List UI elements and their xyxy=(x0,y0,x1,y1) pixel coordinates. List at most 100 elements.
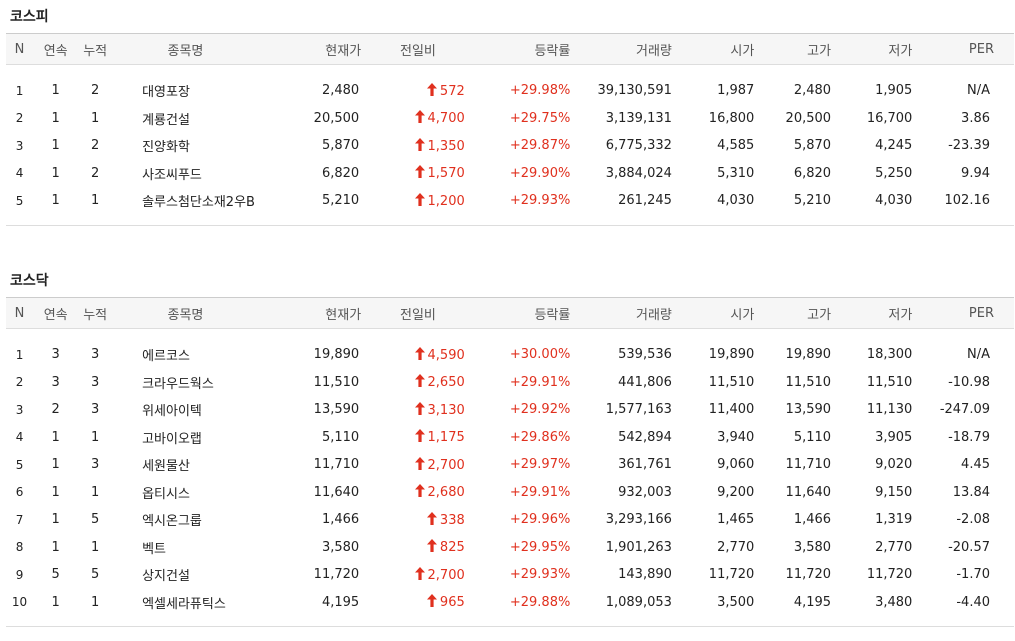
table-row[interactable]: 1 1 2 대영포장 2,480 572 +29.98% 39,130,591 1,987 2,4… xyxy=(6,77,1014,105)
col-open-header[interactable]: 시가 xyxy=(671,33,755,65)
change-value: 2,680 xyxy=(427,485,465,501)
col-n-header: N xyxy=(6,297,34,329)
streak-cell: 3 xyxy=(51,374,60,390)
col-rate-header[interactable]: 등락률 xyxy=(468,297,571,329)
col-high-header[interactable]: 고가 xyxy=(754,33,832,65)
col-volume-header[interactable]: 거래량 xyxy=(570,33,672,65)
change-cell: 2,680 xyxy=(367,479,469,507)
rank-cell: 4 xyxy=(15,430,24,445)
rate-cell: +29.86% xyxy=(509,429,571,445)
change-value: 1,200 xyxy=(427,193,465,209)
table-row[interactable]: 7 1 5 엑시온그룹 1,466 338 +29.96% 3,293,166 1,465 1,4… xyxy=(6,506,1014,534)
table-row[interactable]: 1 3 3 에르코스 19,890 4,590 +30.00% 539,536 19,890 19… xyxy=(6,341,1014,369)
stock-name-link[interactable]: 엑셀세라퓨틱스 xyxy=(142,596,226,612)
open-cell: 9,060 xyxy=(717,457,755,473)
col-open-header[interactable]: 시가 xyxy=(671,297,755,329)
col-name-header[interactable]: 종목명 xyxy=(112,297,259,329)
stock-name-link[interactable]: 위세아이텍 xyxy=(142,404,202,420)
price-cell: 3,580 xyxy=(321,539,360,555)
col-rate-header[interactable]: 등락률 xyxy=(468,33,571,65)
table-row[interactable]: 4 1 2 사조씨푸드 6,820 1,570 +29.90% 3,884,024 5,310 6… xyxy=(6,160,1014,188)
stock-name-link[interactable]: 고바이오랩 xyxy=(142,431,202,447)
total-cell: 3 xyxy=(91,347,100,363)
table-row[interactable]: 8 1 1 벡트 3,580 825 +29.95% 1,901,263 2,770 3,580 2… xyxy=(6,534,1014,562)
open-cell: 4,585 xyxy=(717,138,755,154)
table-spacer xyxy=(6,65,1014,78)
table-row[interactable]: 3 1 2 진양화학 5,870 1,350 +29.87% 6,775,332 4,585 5,… xyxy=(6,132,1014,160)
rank-cell: 3 xyxy=(15,138,24,153)
table-row[interactable]: 9 5 5 상지건설 11,720 2,700 +29.93% 143,890 11,720 11… xyxy=(6,561,1014,589)
table-row[interactable]: 2 1 1 계룡건설 20,500 4,700 +29.75% 3,139,131 16,800… xyxy=(6,105,1014,133)
up-arrow-icon xyxy=(414,484,425,498)
col-low-header[interactable]: 저가 xyxy=(831,297,913,329)
price-cell: 5,870 xyxy=(321,138,360,154)
stock-name-link[interactable]: 진양화학 xyxy=(142,140,190,156)
high-cell: 11,710 xyxy=(785,457,832,473)
price-cell: 4,195 xyxy=(321,594,360,610)
rank-cell: 8 xyxy=(15,540,24,555)
low-cell: 2,770 xyxy=(875,539,913,555)
open-cell: 11,720 xyxy=(708,567,755,583)
col-price-header[interactable]: 현재가 xyxy=(258,297,368,329)
table-row[interactable]: 6 1 1 옵티시스 11,640 2,680 +29.91% 932,003 9,200 11,… xyxy=(6,479,1014,507)
stock-name-link[interactable]: 크라우드웍스 xyxy=(142,376,214,392)
col-name-header[interactable]: 종목명 xyxy=(112,33,259,65)
col-streak-header: 연속 xyxy=(33,297,79,329)
per-cell: -10.98 xyxy=(948,374,990,390)
table-row[interactable]: 5 1 1 솔루스첨단소재2우B 5,210 1,200 +29.93% 261,245 4,0… xyxy=(6,187,1014,215)
rate-cell: +29.87% xyxy=(509,138,571,154)
col-change-header[interactable]: 전일비 xyxy=(367,297,469,329)
open-cell: 5,310 xyxy=(717,165,755,181)
change-value: 4,700 xyxy=(427,111,465,127)
rank-cell: 3 xyxy=(15,402,24,417)
kospi-table-body: 1 1 2 대영포장 2,480 572 +29.98% 39,130,591 1,987 2,4… xyxy=(6,65,1014,226)
total-cell: 1 xyxy=(91,539,100,555)
table-row[interactable]: 5 1 3 세원물산 11,710 2,700 +29.97% 361,761 9,060 11,… xyxy=(6,451,1014,479)
col-streak-header: 연속 xyxy=(33,33,79,65)
col-per-header[interactable]: PER xyxy=(912,297,1014,329)
stock-name-link[interactable]: 옵티시스 xyxy=(142,486,190,502)
per-cell: 9.94 xyxy=(961,165,990,181)
low-cell: 4,245 xyxy=(875,138,913,154)
stock-name-link[interactable]: 세원물산 xyxy=(142,459,190,475)
col-per-header[interactable]: PER xyxy=(912,33,1014,65)
change-cell: 4,700 xyxy=(367,105,469,133)
table-row[interactable]: 4 1 1 고바이오랩 5,110 1,175 +29.86% 542,894 3,940 5,1… xyxy=(6,424,1014,452)
col-high-header[interactable]: 고가 xyxy=(754,297,832,329)
streak-cell: 5 xyxy=(51,567,60,583)
table-row[interactable]: 10 1 1 엑셀세라퓨틱스 4,195 965 +29.88% 1,089,053 3,500… xyxy=(6,589,1014,617)
change-cell: 2,700 xyxy=(367,561,469,589)
stock-name-link[interactable]: 계룡건설 xyxy=(142,112,190,128)
low-cell: 5,250 xyxy=(875,165,913,181)
volume-cell: 39,130,591 xyxy=(597,83,672,99)
price-cell: 5,110 xyxy=(321,429,360,445)
table-row[interactable]: 3 2 3 위세아이텍 13,590 3,130 +29.92% 1,577,163 11,40… xyxy=(6,396,1014,424)
stock-name-link[interactable]: 에르코스 xyxy=(142,349,190,365)
rank-cell: 1 xyxy=(15,347,24,362)
table-row[interactable]: 2 3 3 크라우드웍스 11,510 2,650 +29.91% 441,806 11,510… xyxy=(6,369,1014,397)
col-price-header[interactable]: 현재가 xyxy=(258,33,368,65)
stock-name-link[interactable]: 벡트 xyxy=(142,541,166,557)
low-cell: 11,720 xyxy=(866,567,913,583)
high-cell: 3,580 xyxy=(793,539,832,555)
col-total-header: 누적 xyxy=(78,33,113,65)
col-volume-header[interactable]: 거래량 xyxy=(570,297,672,329)
streak-cell: 1 xyxy=(51,484,60,500)
high-cell: 4,195 xyxy=(793,594,832,610)
open-cell: 16,800 xyxy=(708,110,755,126)
price-cell: 11,710 xyxy=(313,457,360,473)
volume-cell: 539,536 xyxy=(618,347,672,363)
price-cell: 11,510 xyxy=(313,374,360,390)
stock-name-link[interactable]: 엑시온그룹 xyxy=(142,514,202,530)
volume-cell: 1,089,053 xyxy=(605,594,672,610)
per-cell: -247.09 xyxy=(939,402,990,418)
stock-name-link[interactable]: 대영포장 xyxy=(142,85,190,101)
stock-name-link[interactable]: 상지건설 xyxy=(142,569,190,585)
stock-name-link[interactable]: 사조씨푸드 xyxy=(142,167,202,183)
col-low-header[interactable]: 저가 xyxy=(831,33,913,65)
rank-cell: 6 xyxy=(15,485,24,500)
streak-cell: 1 xyxy=(51,594,60,610)
col-change-header[interactable]: 전일비 xyxy=(367,33,469,65)
volume-cell: 3,139,131 xyxy=(605,110,672,126)
stock-name-link[interactable]: 솔루스첨단소재2우B xyxy=(142,195,255,211)
